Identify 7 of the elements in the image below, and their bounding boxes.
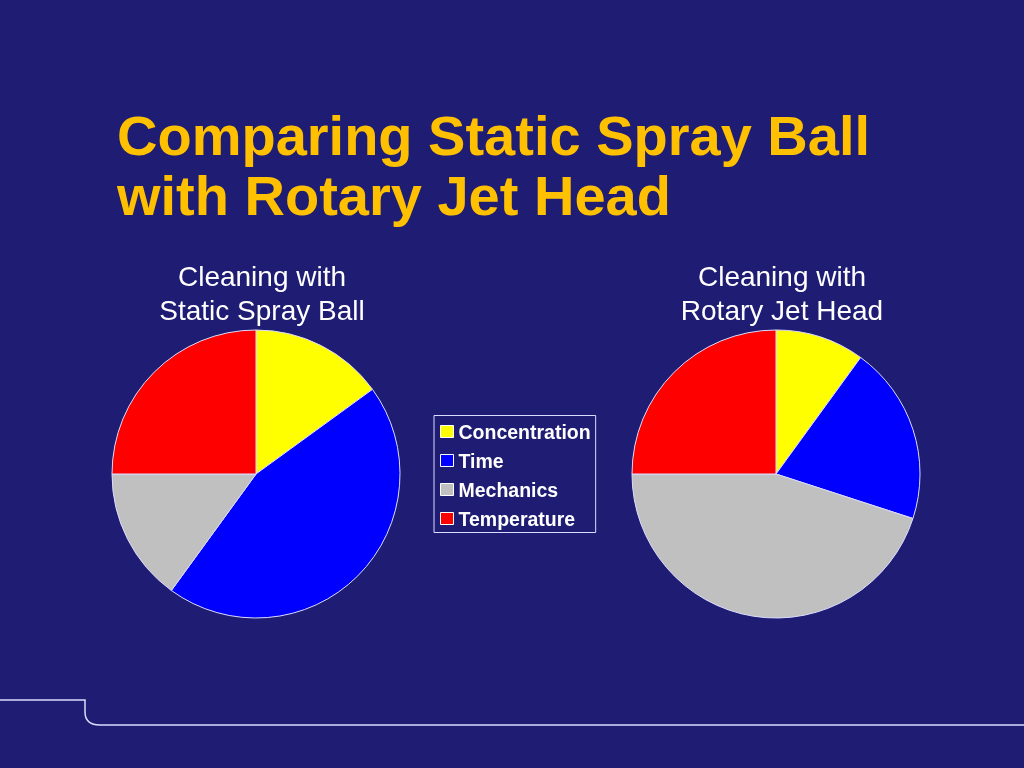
legend-label: Temperature xyxy=(458,507,576,530)
chart-title: Comparing Static Spray Ball with Rotary Jet Head xyxy=(116,103,886,227)
legend-label: Mechanics xyxy=(458,478,559,501)
slice-label: Cleaning with Rotary Jet Head xyxy=(679,260,885,328)
slice-label: Cleaning with Static Spray Ball xyxy=(158,260,366,328)
legend-label: Concentration xyxy=(458,420,591,443)
legend-label: Time xyxy=(458,449,504,472)
